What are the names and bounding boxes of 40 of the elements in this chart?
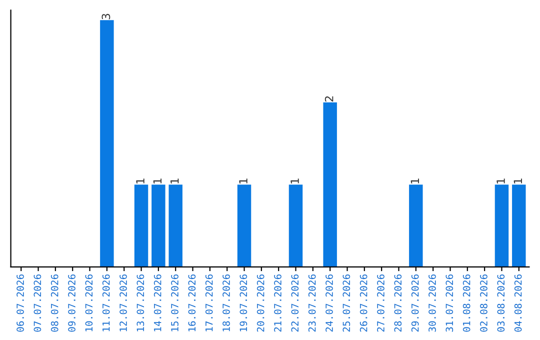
- x-tick-label: 12.07.2026: [120, 274, 127, 332]
- data-label: 1: [514, 178, 522, 184]
- x-tick-label: 30.07.2026: [428, 274, 436, 332]
- data-label: 3: [102, 14, 110, 20]
- x-tick-label: 18.07.2026: [222, 274, 230, 332]
- x-tick-label: 09.07.2026: [68, 274, 76, 332]
- x-tick-label: 22.07.2026: [291, 274, 299, 332]
- data-label: 1: [170, 178, 179, 184]
- x-tick-label: 13.07.2026: [136, 274, 144, 332]
- data-label: 1: [290, 178, 299, 184]
- x-tick-label: 21.07.2026: [274, 274, 282, 332]
- x-tick-label: 26.07.2026: [360, 274, 368, 332]
- x-tick-label: 25.07.2026: [342, 274, 350, 332]
- x-tick-label: 19.07.2026: [240, 274, 248, 332]
- x-tick-label: 28.07.2026: [394, 274, 402, 332]
- x-tick-label: 15.07.2026: [171, 274, 178, 332]
- x-tick-label: 17.07.2026: [205, 274, 213, 332]
- x-tick-label: 04.08.2026: [514, 274, 522, 332]
- x-tick-label: 06.07.2026: [16, 274, 24, 332]
- data-label: 2: [324, 96, 334, 102]
- x-tick-label: 11.07.2026: [102, 274, 110, 332]
- data-label: 1: [496, 178, 505, 184]
- data-label: 1: [136, 178, 144, 184]
- data-label: 1: [153, 178, 162, 184]
- x-tick-label: 03.08.2026: [497, 274, 505, 332]
- x-tick-label: 29.07.2026: [411, 274, 419, 332]
- x-tick-label: 16.07.2026: [188, 274, 196, 332]
- x-tick-label: 10.07.2026: [85, 274, 93, 332]
- x-tick-label: 27.07.2026: [377, 274, 384, 332]
- x-tick-label: 31.07.2026: [446, 274, 454, 332]
- data-label: 1: [239, 178, 248, 184]
- data-label: 1: [410, 178, 419, 184]
- x-tick-label: 07.07.2026: [34, 274, 42, 332]
- x-tick-label: 01.08.2026: [462, 274, 470, 332]
- x-tick-label: 08.07.2026: [50, 274, 58, 332]
- x-tick-label: 23.07.2026: [308, 274, 316, 332]
- x-tick-label: 24.07.2026: [326, 274, 333, 332]
- x-tick-label: 20.07.2026: [256, 274, 264, 332]
- x-tick-label: 14.07.2026: [154, 274, 162, 332]
- x-tick-label: 02.08.2026: [480, 274, 488, 332]
